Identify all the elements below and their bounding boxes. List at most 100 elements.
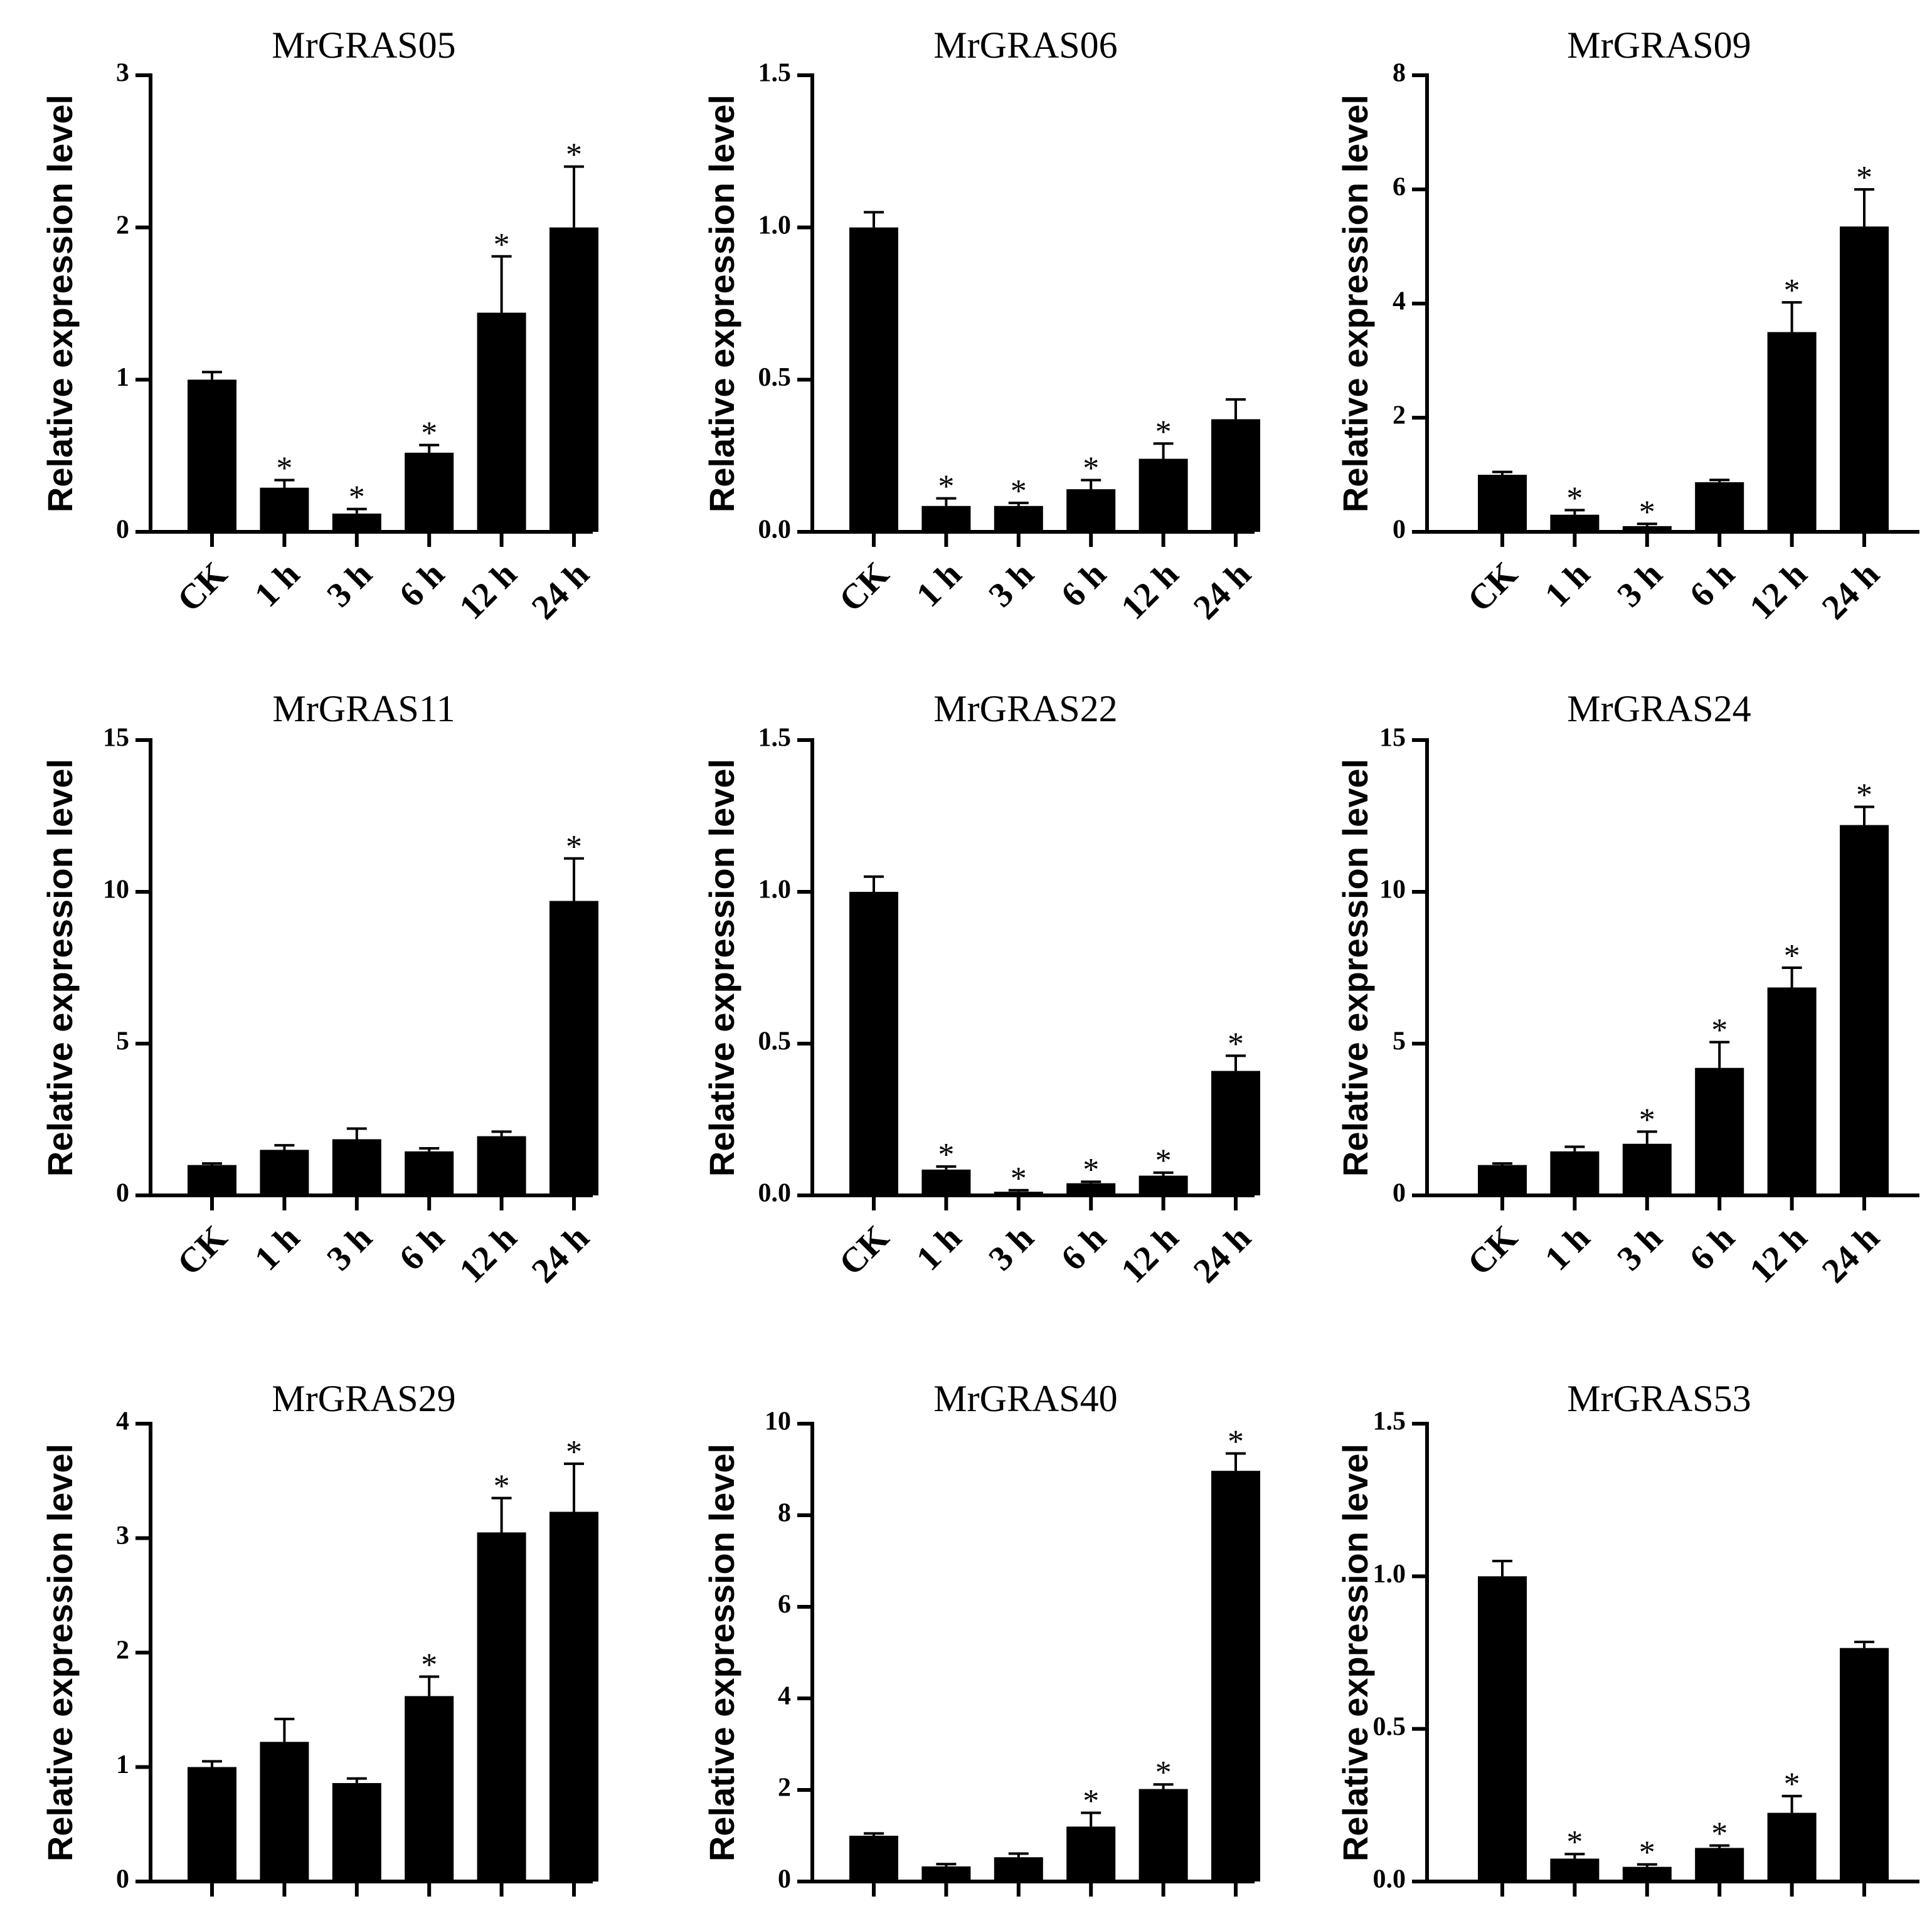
bar-24h bbox=[1840, 226, 1889, 532]
y-tick-label: 2 bbox=[116, 211, 129, 240]
significance-marker: * bbox=[1784, 273, 1800, 309]
x-tick-label: 3 h bbox=[320, 554, 380, 615]
x-tick-label: 3 h bbox=[320, 1218, 380, 1278]
bar-3h bbox=[1622, 1866, 1672, 1882]
chart-panel-mrgras22: MrGRAS22 Relative expression level 0.0 0.5 1… bbox=[702, 688, 1260, 1291]
y-tick-label: 0 bbox=[116, 516, 129, 544]
x-tick-label: 1 h bbox=[247, 1218, 307, 1278]
y-axis-label: Relative expression level bbox=[1335, 759, 1375, 1177]
chart-title: MrGRAS05 bbox=[272, 24, 455, 66]
significance-marker: * bbox=[566, 137, 582, 173]
y-axis-label: Relative expression level bbox=[40, 1444, 80, 1861]
x-tick-label: 1 h bbox=[909, 1218, 969, 1278]
bar-12h bbox=[477, 1532, 526, 1882]
bar-1h bbox=[1550, 1858, 1600, 1882]
bar-3h bbox=[994, 505, 1043, 532]
bar-12h bbox=[1767, 987, 1817, 1195]
x-tick-label: 12 h bbox=[1114, 1218, 1186, 1290]
x-tick-label: CK bbox=[170, 1218, 235, 1283]
bar-24h bbox=[1211, 1071, 1260, 1195]
chart-title: MrGRAS22 bbox=[933, 688, 1117, 729]
significance-marker: * bbox=[1856, 160, 1872, 196]
y-tick-label: 2 bbox=[778, 1774, 791, 1802]
bar-12h bbox=[1138, 1175, 1188, 1195]
x-tick-label: CK bbox=[170, 554, 235, 620]
significance-marker: * bbox=[1155, 1143, 1172, 1179]
x-tick-label: 6 h bbox=[392, 1218, 452, 1278]
x-tick-label: 1 h bbox=[1537, 1218, 1598, 1278]
bar-24h bbox=[1840, 825, 1889, 1195]
significance-marker: * bbox=[1011, 474, 1027, 509]
significance-marker: * bbox=[1011, 1161, 1027, 1197]
significance-marker: * bbox=[349, 480, 365, 516]
y-tick-label: 0 bbox=[116, 1865, 129, 1894]
x-tick-label: 24 h bbox=[1186, 1218, 1258, 1290]
significance-marker: * bbox=[1155, 414, 1172, 450]
bar-24h bbox=[1211, 1471, 1260, 1882]
y-tick-label: 4 bbox=[778, 1682, 791, 1711]
x-tick-label: 3 h bbox=[1610, 1218, 1670, 1278]
significance-marker: * bbox=[566, 1434, 582, 1470]
chart-title: MrGRAS29 bbox=[272, 1378, 455, 1419]
y-tick-label: 5 bbox=[1393, 1027, 1406, 1056]
y-tick-label: 10 bbox=[1379, 876, 1406, 904]
significance-marker: * bbox=[1228, 1424, 1244, 1459]
significance-marker: * bbox=[1639, 1102, 1655, 1138]
y-tick-label: 4 bbox=[116, 1407, 129, 1436]
y-tick-label: 2 bbox=[1393, 401, 1406, 430]
bar-3h bbox=[332, 1139, 381, 1195]
chart-panel-mrgras29: MrGRAS29 Relative expression level 0 1 2 3 4 * *… bbox=[40, 1378, 598, 1897]
y-axis-label: Relative expression level bbox=[702, 759, 741, 1177]
significance-marker: * bbox=[1155, 1755, 1172, 1791]
y-tick-label: 5 bbox=[116, 1027, 129, 1056]
significance-marker: * bbox=[421, 1647, 437, 1683]
x-tick-label: CK bbox=[832, 554, 897, 620]
bar-ck bbox=[849, 227, 898, 532]
y-tick-label: 1 bbox=[116, 363, 129, 392]
x-tick-label: 6 h bbox=[1054, 554, 1114, 615]
y-tick-label: 0.0 bbox=[758, 516, 792, 544]
bar-6h bbox=[1066, 1183, 1116, 1195]
y-tick-label: 4 bbox=[1393, 287, 1406, 316]
bar-12h bbox=[1767, 332, 1817, 532]
significance-marker: * bbox=[494, 227, 510, 263]
x-tick-label: 24 h bbox=[524, 1218, 597, 1290]
y-tick-label: 1 bbox=[116, 1750, 129, 1779]
y-tick-label: 15 bbox=[103, 724, 129, 753]
significance-marker: * bbox=[938, 1137, 954, 1173]
bar-ck bbox=[188, 1767, 236, 1882]
chart-title: MrGRAS53 bbox=[1567, 1378, 1751, 1419]
chart-title: MrGRAS06 bbox=[933, 24, 1117, 66]
significance-marker: * bbox=[1856, 777, 1872, 813]
y-tick-label: 0 bbox=[116, 1179, 129, 1208]
y-tick-label: 3 bbox=[116, 59, 129, 88]
x-tick-label: CK bbox=[1460, 1218, 1526, 1283]
bar-24h bbox=[1840, 1648, 1889, 1882]
chart-title: MrGRAS40 bbox=[933, 1378, 1117, 1419]
bar-ck bbox=[1478, 1576, 1527, 1882]
y-tick-label: 0.0 bbox=[758, 1179, 792, 1208]
bar-ck bbox=[188, 1165, 236, 1195]
bar-12h bbox=[1138, 458, 1188, 532]
x-tick-label: 12 h bbox=[452, 1218, 524, 1290]
y-tick-label: 1.5 bbox=[758, 724, 792, 753]
x-tick-label: 24 h bbox=[1815, 554, 1887, 627]
significance-marker: * bbox=[421, 416, 437, 452]
bar-24h bbox=[549, 227, 598, 532]
bar-1h bbox=[1550, 1151, 1600, 1195]
chart-panel-mrgras24: MrGRAS24 Relative expression level 0 5 10 15 C… bbox=[1335, 688, 1919, 1291]
x-tick-label: 1 h bbox=[247, 554, 307, 615]
bar-6h bbox=[405, 1151, 454, 1195]
significance-marker: * bbox=[276, 450, 292, 486]
bar-12h bbox=[1138, 1789, 1188, 1882]
x-tick-label: 12 h bbox=[452, 554, 524, 627]
significance-marker: * bbox=[1711, 1013, 1728, 1049]
bar-1h bbox=[921, 1866, 971, 1882]
chart-panel-mrgras40: MrGRAS40 Relative expression level 0 2 4 6 8 10… bbox=[702, 1378, 1260, 1897]
chart-panel-mrgras53: MrGRAS53 Relative expression level 0.0 0.5 1… bbox=[1335, 1378, 1919, 1897]
bar-6h bbox=[1695, 1848, 1744, 1882]
chart-panel-mrgras11: MrGRAS11 Relative expression level 0 5 10 15 C… bbox=[40, 688, 598, 1291]
x-tick-label: 3 h bbox=[982, 554, 1042, 615]
chart-panel-mrgras05: MrGRAS05 Relative expression level 0 1 2 3 CK *… bbox=[40, 24, 598, 627]
